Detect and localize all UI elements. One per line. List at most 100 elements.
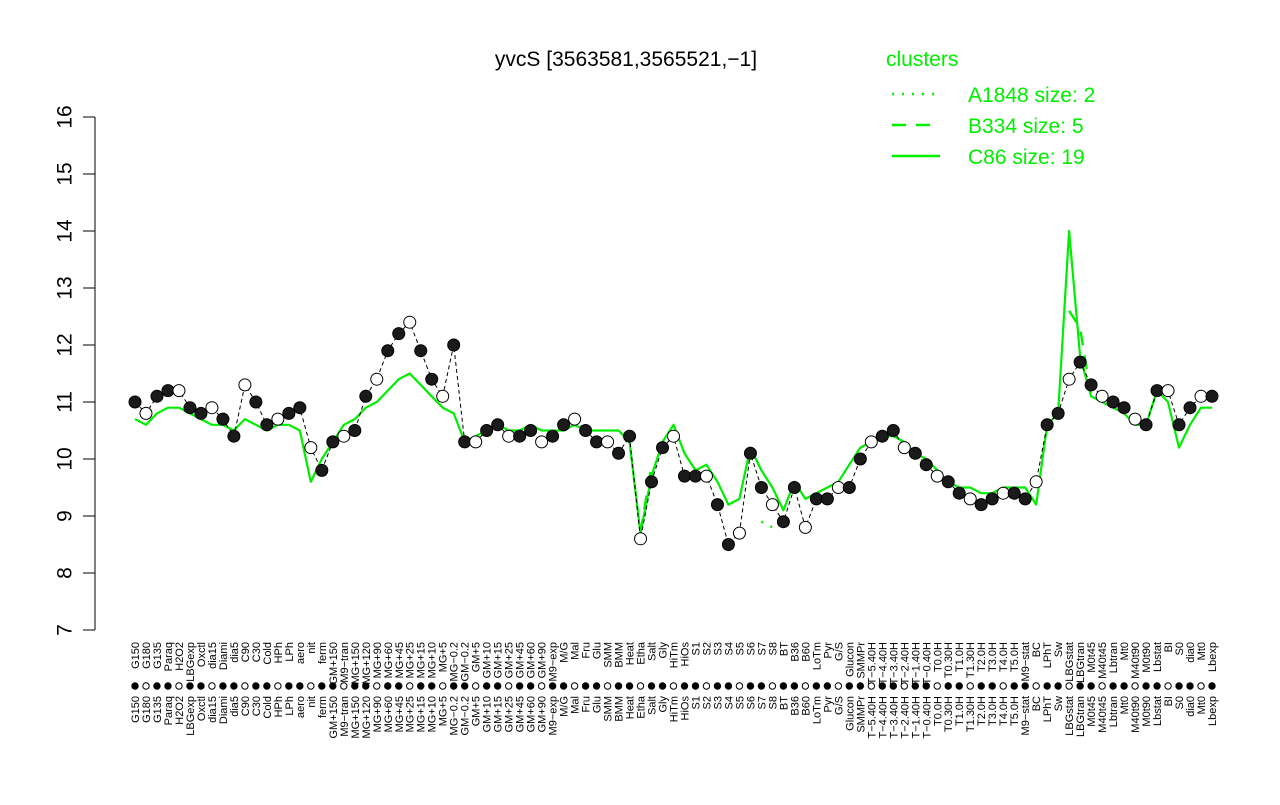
data-point	[183, 401, 197, 415]
data-point	[469, 435, 483, 449]
data-point	[425, 372, 439, 386]
x-tick-label-lower: MG+120	[361, 696, 373, 739]
x-tick-label: GM+150	[328, 642, 340, 685]
x-tick-label: HPh	[273, 642, 285, 663]
x-tick-label: T1.0H	[954, 642, 966, 672]
data-point	[908, 446, 922, 460]
data-point	[359, 389, 373, 403]
x-tick-label: aero	[295, 642, 307, 664]
x-tick-label: LBGtran	[1075, 642, 1087, 683]
x-tick-label-lower: GM+25	[504, 696, 516, 732]
rug-mark	[1208, 682, 1216, 690]
x-tick-label: M0t90	[1141, 642, 1153, 673]
rug-mark	[515, 682, 524, 690]
data-point	[1018, 492, 1032, 506]
x-tick-label-lower: HiOs	[679, 696, 691, 721]
rug-mark	[1153, 682, 1161, 690]
rug-mark	[153, 682, 161, 690]
data-point	[249, 395, 263, 409]
data-point	[667, 429, 680, 443]
rug-mark	[768, 682, 777, 690]
rug-mark	[329, 682, 337, 690]
data-point	[765, 498, 779, 512]
rug-mark	[186, 682, 194, 690]
x-tick-label: T−2.40H	[899, 642, 911, 685]
rug-mark	[1175, 682, 1183, 690]
data-point	[699, 469, 713, 483]
x-tick-label-lower: Gly	[658, 696, 670, 713]
data-point	[502, 429, 516, 443]
data-point	[743, 446, 757, 460]
rug-mark	[977, 682, 985, 690]
x-tick-label: GM+25	[504, 642, 516, 678]
rug-mark	[460, 682, 469, 690]
x-tick-label-lower: LPhT	[1042, 696, 1054, 723]
x-tick-label-lower: Oxctl	[196, 696, 208, 721]
x-tick-label-lower: S8	[767, 696, 779, 709]
x-tick-label-lower: Mt0	[1196, 696, 1208, 714]
y-tick-label: 8	[53, 567, 76, 579]
data-point	[842, 481, 856, 494]
x-tick-label: G150	[130, 642, 142, 669]
rug-mark	[702, 682, 711, 690]
rug-mark	[373, 682, 381, 690]
rug-mark	[526, 682, 535, 690]
rug-mark	[384, 682, 392, 690]
rug-mark	[230, 682, 238, 690]
data-point	[820, 492, 834, 506]
x-tick-label: Fru	[581, 642, 593, 659]
x-tick-label: G135	[152, 642, 164, 669]
x-tick-label-lower: H2O2	[174, 696, 186, 725]
x-tick-label-lower: M40t90	[1130, 696, 1142, 733]
x-tick-label: LBGstat	[1064, 642, 1076, 682]
data-point	[150, 389, 164, 403]
data-point	[458, 435, 472, 449]
x-tick-label: M40t90	[1130, 642, 1142, 679]
data-point	[414, 344, 428, 358]
x-tick-label: BI	[1163, 642, 1175, 652]
x-tick-label-lower: Salt	[647, 696, 659, 715]
rug-mark	[1131, 682, 1139, 690]
rug-mark	[417, 682, 425, 690]
rug-mark	[669, 682, 678, 690]
x-tick-label: Glu	[592, 642, 604, 659]
data-point	[875, 429, 889, 443]
x-tick-label-lower: GM+150	[328, 696, 340, 739]
x-tick-label-lower: GM−0.2	[460, 696, 472, 735]
x-tick-label-lower: BT	[778, 696, 790, 710]
x-tick-label-lower: G135	[152, 696, 164, 723]
rug-mark	[197, 682, 205, 690]
x-tick-label-lower: M9−tran	[339, 696, 351, 737]
rug-mark	[603, 682, 612, 690]
data-point	[172, 384, 186, 398]
rug-mark	[790, 682, 799, 690]
plot-area	[128, 229, 1219, 551]
x-tick-label: MG+15	[416, 642, 428, 678]
x-tick-label-lower: Heat	[625, 696, 637, 719]
x-tick-label: SMMPr	[855, 642, 867, 679]
rug-mark	[1021, 682, 1029, 690]
x-tick-label: Cold	[262, 642, 274, 665]
x-tick-label-lower: LBGtran	[1075, 696, 1087, 737]
data-point	[557, 418, 571, 432]
x-tick-label-lower: BC	[1031, 696, 1043, 711]
x-tick-label: LPh	[284, 642, 296, 662]
x-tick-label-lower: Mal	[570, 696, 582, 714]
rug-mark	[395, 682, 403, 690]
x-tick-label: MG+5	[438, 642, 450, 672]
legend-label: C86 size: 19	[968, 146, 1085, 169]
data-point	[480, 424, 494, 437]
rug-mark	[735, 682, 744, 690]
x-tick-label-lower: GM+15	[493, 696, 505, 732]
rug-mark	[581, 682, 590, 690]
rug-mark	[504, 682, 513, 690]
x-tick-label-lower: S4	[723, 696, 735, 709]
data-point	[974, 498, 988, 512]
x-tick-label: LPhT	[1042, 642, 1054, 669]
x-tick-label-lower: MG+5	[438, 696, 450, 726]
x-tick-label-lower: T0.0H	[932, 696, 944, 726]
x-tick-label-lower: Paraq	[163, 696, 175, 725]
x-tick-label-lower: SMMPr	[855, 696, 867, 733]
x-tick-label: MG+60	[383, 642, 395, 678]
data-point	[447, 338, 461, 352]
